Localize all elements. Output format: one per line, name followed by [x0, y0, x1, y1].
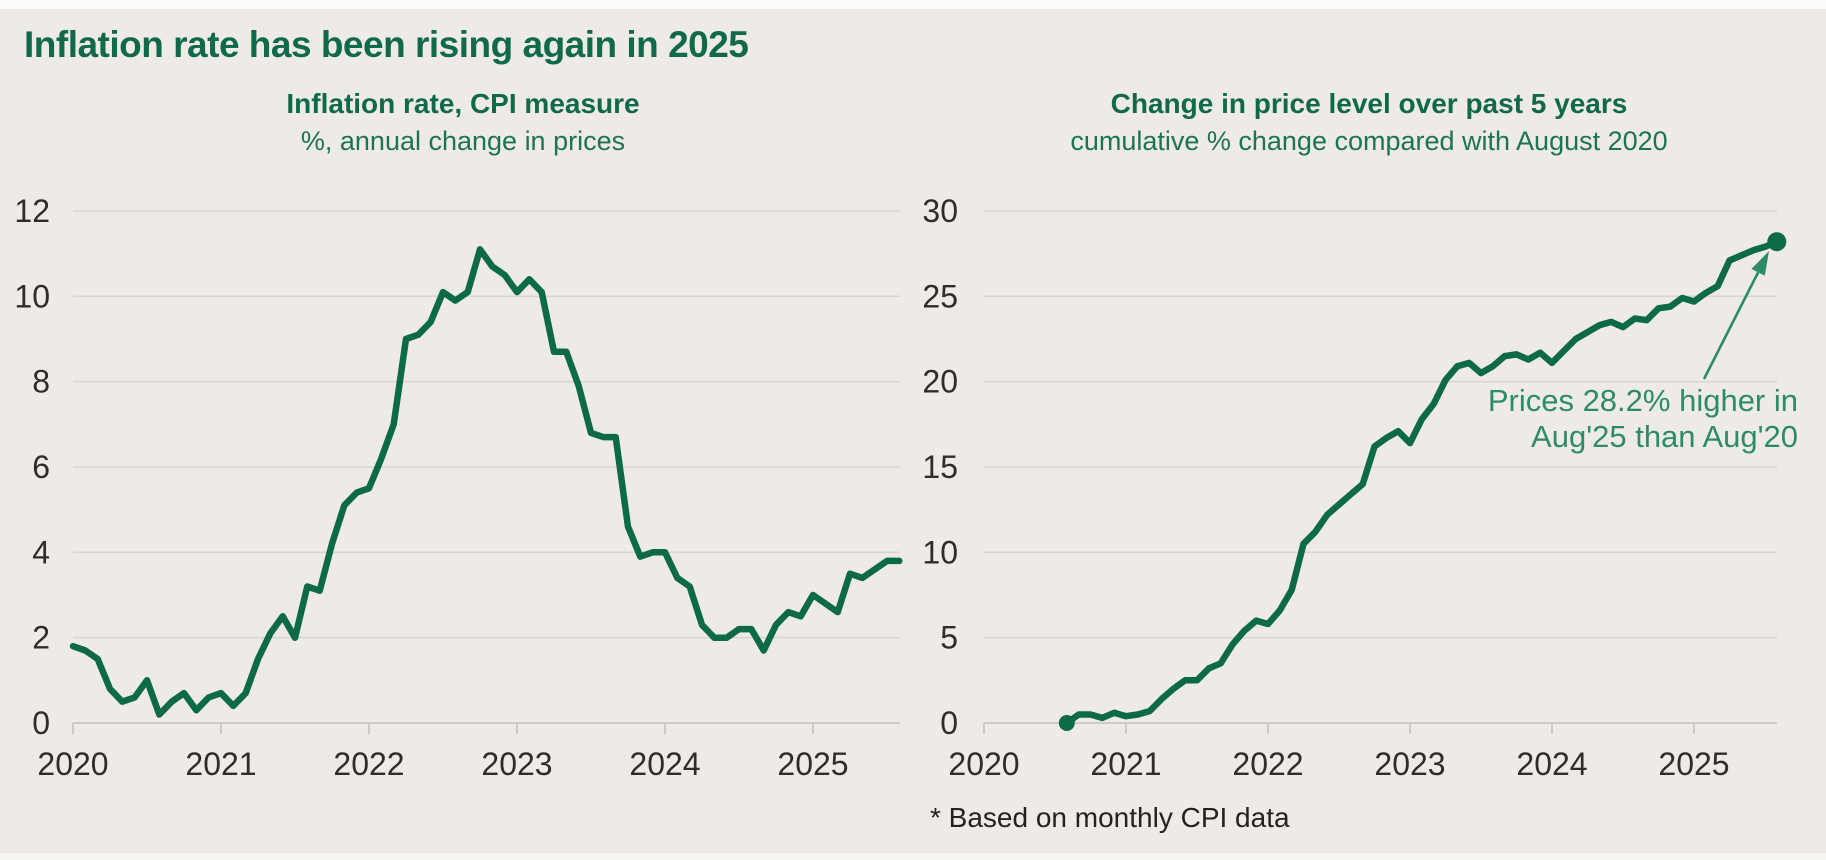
right-chart-subtitle: cumulative % change compared with August… — [1070, 126, 1668, 156]
right-chart-header: Change in price level over past 5 years … — [1059, 88, 1679, 157]
x-tick-label: 2022 — [1232, 746, 1303, 782]
y-tick-label: 6 — [32, 449, 50, 485]
y-tick-label: 0 — [940, 705, 958, 741]
annotation-arrow-head — [1751, 251, 1769, 276]
series-line — [69, 246, 903, 718]
page-title: Inflation rate has been rising again in … — [24, 24, 749, 65]
left-chart-subtitle: %, annual change in prices — [300, 126, 626, 156]
annotation-line-1: Prices 28.2% higher in — [1487, 383, 1798, 418]
annotation-arrow-shaft — [1702, 271, 1760, 380]
annotation-arrow — [1702, 251, 1769, 380]
series-start-dot — [1058, 715, 1075, 731]
right-chart-title: Change in price level over past 5 years — [1110, 88, 1628, 119]
annotation-line-2: Aug'25 than Aug'20 — [1531, 419, 1798, 454]
left-chart-plot: 0 2 4 6 8 10 12 2020 2021 2022 2023 2024 2025 — [14, 193, 903, 782]
y-tick-label: 30 — [922, 193, 958, 229]
series-line — [1063, 238, 1781, 727]
series-end-dot — [1767, 232, 1787, 252]
x-tick-label: 2020 — [37, 746, 108, 782]
y-tick-label: 15 — [922, 449, 958, 485]
footnote: * Based on monthly CPI data — [930, 802, 1290, 833]
x-tick-label: 2023 — [1374, 746, 1445, 782]
x-tick-label: 2025 — [777, 746, 848, 782]
y-tick-label: 2 — [32, 620, 50, 656]
bottom-edge-strip — [0, 853, 1826, 860]
y-tick-label: 4 — [32, 534, 50, 570]
y-tick-label: 0 — [32, 705, 50, 741]
y-tick-label: 25 — [922, 278, 958, 314]
left-chart-title: Inflation rate, CPI measure — [286, 88, 640, 119]
x-tick-label: 2020 — [948, 746, 1019, 782]
y-tick-label: 5 — [940, 620, 958, 656]
x-tick-label: 2021 — [1090, 746, 1161, 782]
y-tick-label: 8 — [32, 364, 50, 400]
x-tick-label: 2021 — [185, 746, 256, 782]
top-edge-strip — [0, 0, 1826, 9]
price-annotation: Prices 28.2% higher in Aug'25 than Aug'2… — [1420, 383, 1798, 455]
x-tick-label: 2023 — [481, 746, 552, 782]
left-chart-header: Inflation rate, CPI measure %, annual ch… — [153, 88, 773, 157]
x-tick-label: 2022 — [333, 746, 404, 782]
y-tick-label: 10 — [14, 278, 50, 314]
y-tick-label: 12 — [14, 193, 50, 229]
x-tick-label: 2025 — [1658, 746, 1729, 782]
x-tick-label: 2024 — [629, 746, 700, 782]
y-tick-label: 20 — [922, 364, 958, 400]
x-tick-label: 2024 — [1516, 746, 1587, 782]
y-tick-label: 10 — [922, 534, 958, 570]
